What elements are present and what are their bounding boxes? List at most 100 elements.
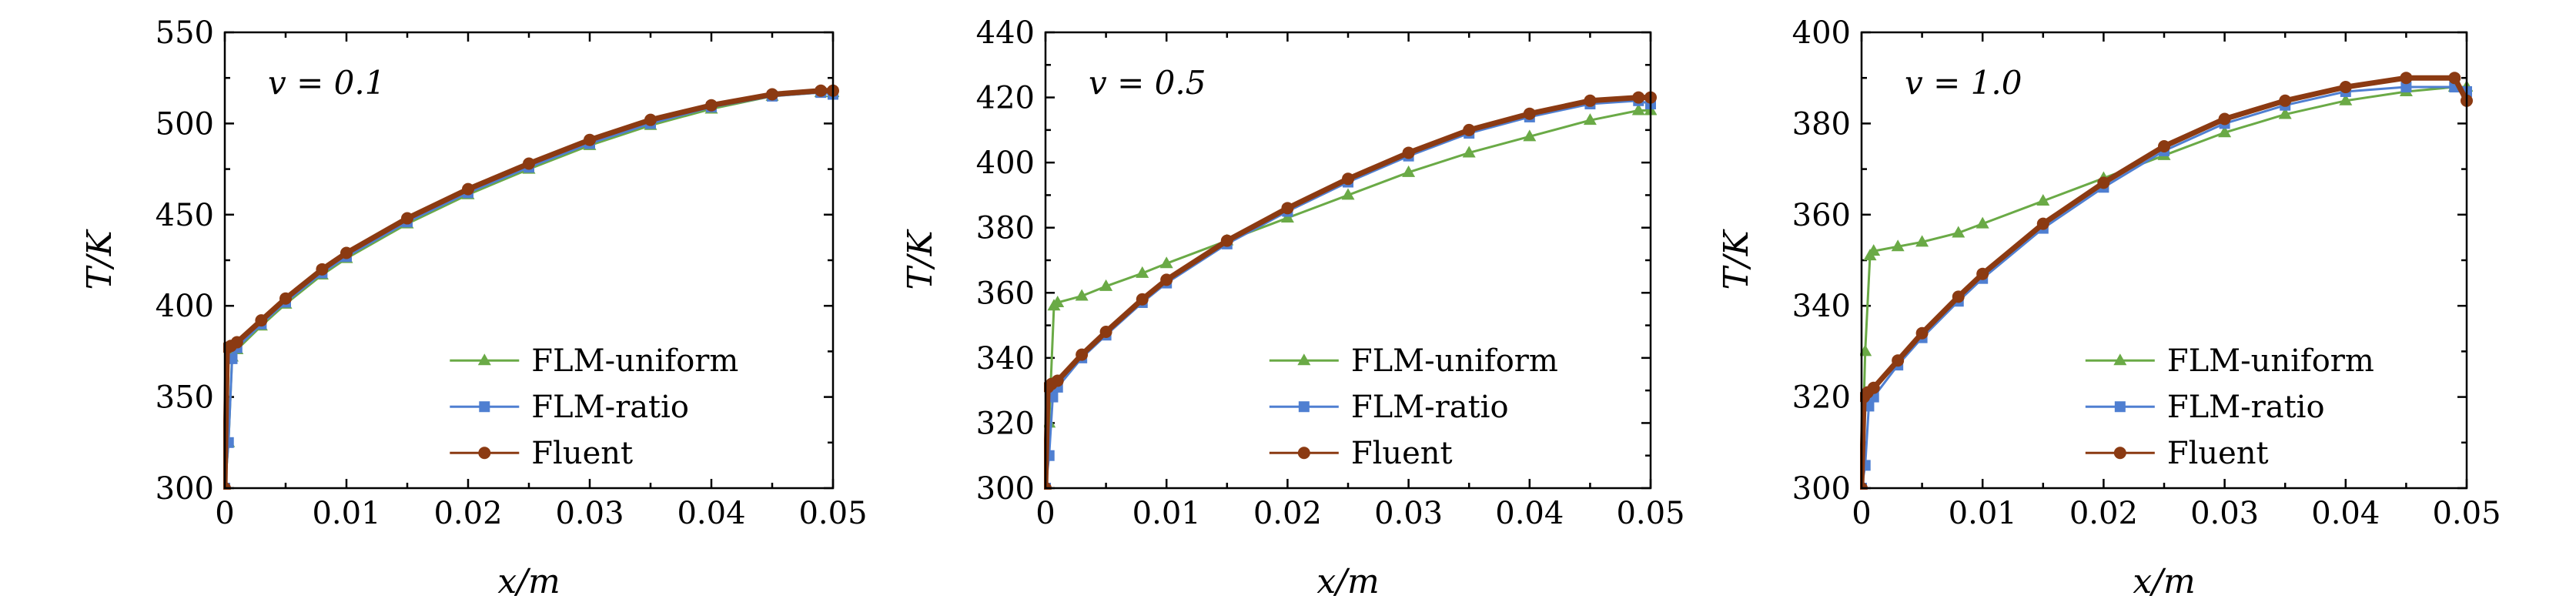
y-tick-label: 360 [1792, 198, 1851, 233]
x-tick-label: 0.05 [798, 496, 867, 531]
data-point-flm-uniform [1583, 113, 1597, 125]
legend-label-flm-uniform: FLM-uniform [531, 343, 738, 379]
y-tick-label: 320 [1792, 380, 1851, 416]
data-point-fluent [1867, 381, 1880, 394]
x-tick-label: 0 [1035, 496, 1055, 531]
data-point-fluent [1952, 290, 1965, 303]
data-point-flm-uniform [1952, 226, 1965, 238]
x-tick-label: 0.05 [2432, 496, 2501, 531]
data-point-fluent [255, 314, 268, 327]
y-tick-label: 300 [156, 471, 214, 507]
data-point-flm-ratio [2400, 82, 2412, 93]
data-point-fluent [1051, 374, 1064, 387]
series-line-flm-uniform [223, 91, 833, 489]
legend-marker-flm-uniform [477, 353, 491, 366]
data-point-fluent [1281, 202, 1294, 215]
data-point-fluent [1160, 273, 1173, 286]
x-tick-label: 0.03 [2190, 496, 2259, 531]
x-axis-title: x/m [497, 562, 560, 599]
x-tick-label: 0.03 [1374, 496, 1443, 531]
panel-v-0-1: 0 0.01 0.02 0.03 0.04 0.05 300 350 400 450 500 550 v… [80, 15, 868, 599]
series-line-flm-ratio [1044, 99, 1651, 489]
data-point-flm-uniform [1867, 244, 1881, 256]
data-point-fluent [523, 157, 535, 170]
data-point-fluent [462, 182, 474, 196]
x-tick-label: 0.05 [1616, 496, 1684, 531]
y-tick-label: 350 [156, 380, 214, 416]
data-point-fluent [815, 84, 828, 97]
data-point-flm-uniform [1975, 216, 1989, 229]
data-point-fluent [2448, 72, 2461, 85]
data-point-flm-uniform [1860, 344, 1872, 356]
data-point-fluent [230, 336, 243, 349]
y-tick-label: 320 [976, 406, 1035, 441]
data-point-fluent [644, 113, 657, 126]
data-point-fluent [1892, 354, 1905, 367]
data-point-flm-uniform [2339, 93, 2353, 105]
x-tick-label: 0.01 [1132, 496, 1201, 531]
y-axis-title: T/K [1717, 229, 1756, 289]
data-point-flm-uniform [2218, 125, 2232, 138]
legend-marker-fluent [1297, 447, 1310, 460]
data-point-fluent [2218, 112, 2231, 125]
data-point-fluent [584, 133, 596, 146]
data-point-fluent [1463, 123, 1476, 136]
y-axis-title: T/K [80, 229, 119, 289]
data-point-fluent [1976, 267, 1989, 280]
legend-label-fluent: Fluent [2167, 436, 2269, 471]
x-tick-label: 0.02 [2069, 496, 2138, 531]
legend-marker-flm-ratio [1298, 401, 1310, 413]
y-tick-label: 380 [1792, 106, 1851, 142]
data-point-flm-uniform [1136, 266, 1149, 278]
plot-frame [1044, 31, 1652, 490]
y-tick-label: 340 [1792, 289, 1851, 324]
velocity-annotation: v = 1.0 [1905, 64, 2022, 102]
panel-v-1-0: 0 0.01 0.02 0.03 0.04 0.05 300 320 340 360 380 400 v… [1717, 15, 2501, 599]
data-point-fluent [2339, 81, 2352, 94]
data-point-fluent [279, 292, 292, 305]
data-point-flm-uniform [1402, 165, 1416, 177]
data-point-flm-uniform [2278, 107, 2292, 119]
legend-label-flm-uniform: FLM-uniform [1351, 343, 1558, 379]
data-point-fluent [1632, 91, 1645, 104]
data-point-fluent [1220, 234, 1233, 247]
series-line-fluent [1860, 75, 2470, 489]
x-tick-label: 0 [1852, 496, 1871, 531]
x-tick-label: 0.02 [1253, 496, 1322, 531]
velocity-annotation: v = 0.5 [1089, 64, 1206, 102]
legend-marker-fluent [478, 447, 491, 460]
legend-marker-flm-uniform [2113, 353, 2127, 366]
panel-v-0-5: 0 0.01 0.02 0.03 0.04 0.05 300 320 340 360 380 400 4… [901, 15, 1685, 599]
y-tick-label: 420 [976, 81, 1035, 116]
legend-label-flm-ratio: FLM-ratio [2167, 390, 2325, 425]
legend-marker-flm-uniform [1297, 353, 1311, 366]
legend-marker-flm-ratio [479, 401, 490, 413]
y-tick-label: 500 [156, 106, 214, 142]
data-point-fluent [1915, 326, 1929, 340]
legend-marker-flm-ratio [2114, 401, 2126, 413]
plot-frame [1860, 31, 2468, 490]
data-point-fluent [1584, 94, 1597, 107]
x-tick-label: 0.01 [1949, 496, 2017, 531]
legend-label-flm-ratio: FLM-ratio [531, 390, 689, 425]
plot-frame [223, 31, 835, 490]
data-point-fluent [2279, 94, 2292, 107]
data-point-flm-uniform [1631, 103, 1645, 115]
y-tick-label: 380 [976, 211, 1035, 246]
y-tick-label: 360 [976, 276, 1035, 311]
series-line-fluent [223, 88, 833, 489]
y-tick-label: 300 [1792, 471, 1851, 507]
data-point-fluent [2158, 140, 2170, 152]
y-axis-title: T/K [901, 229, 940, 289]
data-point-fluent [2036, 217, 2049, 230]
data-point-fluent [1402, 146, 1415, 159]
y-tick-label: 400 [976, 146, 1035, 181]
data-point-flm-uniform [1891, 239, 1905, 252]
data-point-flm-uniform [1159, 256, 1173, 269]
data-point-fluent [766, 88, 778, 101]
legend-label-flm-ratio: FLM-ratio [1351, 390, 1509, 425]
legend-label-fluent: Fluent [1351, 436, 1453, 471]
data-point-flm-uniform [2036, 194, 2050, 206]
data-point-fluent [705, 99, 718, 112]
